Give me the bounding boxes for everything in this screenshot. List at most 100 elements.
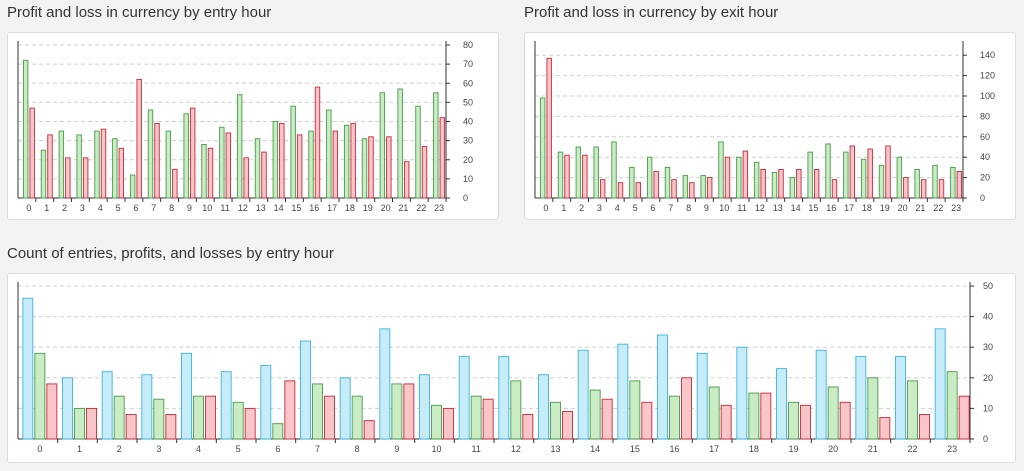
x-tick-label: 2	[579, 203, 584, 213]
bar-green	[351, 395, 363, 440]
bar-green	[896, 156, 903, 199]
x-tick-label: 16	[826, 203, 836, 213]
bar-green	[236, 94, 243, 199]
bar-green	[470, 395, 482, 440]
x-tick-label: 8	[355, 444, 360, 454]
bar-green	[932, 164, 938, 199]
bar-green	[771, 172, 778, 199]
bar-green	[825, 143, 831, 199]
x-tick-label: 3	[80, 203, 85, 213]
x-tick-label: 3	[156, 444, 161, 454]
bar-green	[539, 97, 546, 199]
bar-green	[789, 177, 796, 199]
bar-red	[165, 414, 177, 440]
bar-red	[47, 134, 53, 199]
x-tick-label: 12	[755, 203, 765, 213]
x-tick-label: 22	[416, 203, 426, 213]
bar-green	[611, 141, 617, 199]
y-tick-label: 30	[463, 136, 473, 146]
bar-green	[433, 92, 439, 199]
bar-green	[254, 138, 261, 199]
x-tick-label: 12	[238, 203, 248, 213]
bar-green	[129, 174, 136, 199]
chart-card-entry-counts: 0 10 20 30 40 50 0 1 2 3 4 5 6 7 8 9 10 11 12 13 14 15 16 17 18 1…	[7, 273, 1016, 463]
x-tick-label: 7	[151, 203, 156, 213]
bar-red	[154, 122, 160, 199]
bar-blue	[617, 343, 629, 440]
bar-green	[58, 130, 65, 199]
y-tick-label: 120	[980, 71, 995, 81]
x-tick-label: 14	[590, 444, 600, 454]
bar-green	[807, 151, 813, 199]
x-tick-label: 14	[274, 203, 284, 213]
bar-green	[646, 156, 653, 199]
x-tick-label: 14	[791, 203, 801, 213]
y-tick-label: 0	[980, 193, 985, 203]
x-tick-label: 10	[202, 203, 212, 213]
bar-green	[397, 88, 403, 199]
bar-red	[671, 179, 677, 199]
bar-red	[903, 177, 909, 199]
bar-red	[724, 156, 731, 199]
y-tick-label: 20	[980, 173, 990, 183]
bar-red	[244, 407, 256, 440]
y-tick-label: 10	[983, 403, 993, 413]
bar-blue	[22, 297, 34, 440]
bar-green	[272, 423, 284, 440]
x-tick-label: 3	[597, 203, 602, 213]
bar-green	[308, 130, 314, 199]
bar-blue	[379, 328, 391, 440]
x-tick-label: 18	[345, 203, 355, 213]
x-tick-label: 13	[256, 203, 266, 213]
bar-green	[94, 130, 100, 199]
bar-blue	[220, 371, 232, 440]
bar-red	[689, 182, 695, 199]
bar-blue	[419, 374, 430, 440]
x-tick-label: 16	[309, 203, 319, 213]
bar-red	[324, 395, 335, 440]
bar-red	[125, 414, 137, 440]
x-tick-label: 5	[236, 444, 241, 454]
bar-green	[907, 380, 918, 440]
bar-red	[443, 407, 454, 440]
bar-blue	[815, 349, 827, 440]
bar-red	[284, 380, 296, 440]
x-tick-label: 11	[471, 444, 480, 454]
x-tick-label: 19	[363, 203, 373, 213]
bar-green	[153, 398, 165, 440]
bar-green	[147, 109, 154, 199]
bar-green	[708, 386, 720, 440]
bar-green	[113, 395, 125, 440]
x-tick-label: 23	[434, 203, 444, 213]
chart-title-entry-pnl: Profit and loss in currency by entry hou…	[7, 4, 272, 21]
bar-green	[788, 401, 799, 440]
bar-green	[593, 146, 599, 199]
bar-green	[950, 166, 956, 199]
bar-red	[439, 117, 446, 199]
bar-green	[391, 383, 403, 440]
bar-red	[813, 168, 820, 199]
y-tick-label: 40	[980, 152, 990, 162]
x-tick-label: 8	[169, 203, 174, 213]
x-tick-label: 15	[630, 444, 640, 454]
bar-blue	[696, 352, 708, 440]
y-tick-label: 0	[463, 193, 468, 203]
bar-blue	[62, 377, 73, 440]
x-tick-label: 23	[947, 444, 957, 454]
bar-green	[550, 401, 561, 440]
x-tick-label: 2	[62, 203, 67, 213]
bar-red	[350, 122, 356, 199]
bar-green	[112, 138, 118, 199]
bar-green	[843, 151, 849, 199]
bar-red	[885, 145, 891, 199]
y-tick-label: 80	[980, 111, 990, 121]
x-tick-label: 22	[933, 203, 943, 213]
x-tick-label: 15	[808, 203, 818, 213]
bar-red	[635, 182, 642, 199]
x-tick-label: 7	[668, 203, 673, 213]
bar-red	[800, 404, 811, 440]
bar-green	[379, 92, 386, 199]
y-tick-label: 50	[983, 281, 993, 291]
